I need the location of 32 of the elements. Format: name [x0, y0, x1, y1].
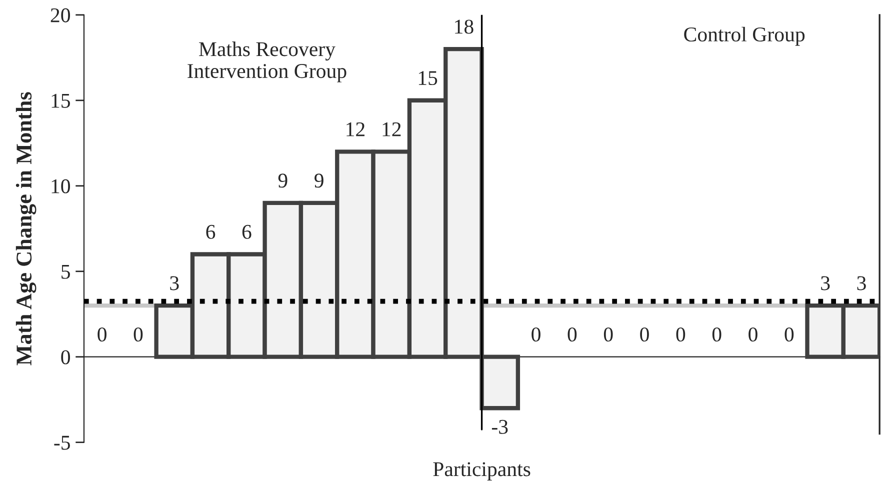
data-label: 15 — [418, 71, 438, 86]
data-label: 0 — [568, 327, 577, 342]
data-label: 0 — [532, 327, 540, 342]
data-label: 12 — [382, 122, 401, 136]
data-label: 0 — [712, 327, 722, 342]
y-tick-label: 5 — [62, 264, 70, 279]
data-label: 6 — [242, 224, 252, 239]
data-label: 9 — [278, 174, 288, 188]
y-axis-title: Math Age Change in Months — [16, 92, 36, 366]
data-label: 0 — [604, 327, 613, 342]
x-axis-title: Participants — [433, 462, 530, 480]
annotation: Control Group — [684, 26, 805, 46]
y-tick-label: 15 — [52, 94, 70, 108]
data-label: 18 — [455, 20, 474, 34]
data-label: 0 — [134, 327, 143, 342]
data-label: 0 — [748, 327, 758, 342]
data-label: 3 — [170, 276, 179, 290]
data-label: 9 — [314, 174, 324, 188]
data-label: 0 — [784, 327, 794, 342]
data-label: -3 — [492, 420, 508, 434]
data-label: 0 — [676, 327, 686, 342]
data-label: 12 — [346, 122, 364, 136]
y-tick-label: 10 — [52, 179, 70, 194]
data-label: 3 — [857, 276, 866, 290]
data-label: 0 — [640, 327, 649, 342]
y-tick-label: 20 — [50, 8, 70, 22]
annotation: Maths Recovery Intervention Group — [188, 42, 346, 82]
data-label: 0 — [98, 327, 106, 342]
y-tick-label: -5 — [54, 436, 70, 450]
data-label: 3 — [821, 276, 830, 290]
data-label: 6 — [206, 224, 216, 239]
y-tick-label: 0 — [61, 350, 70, 364]
